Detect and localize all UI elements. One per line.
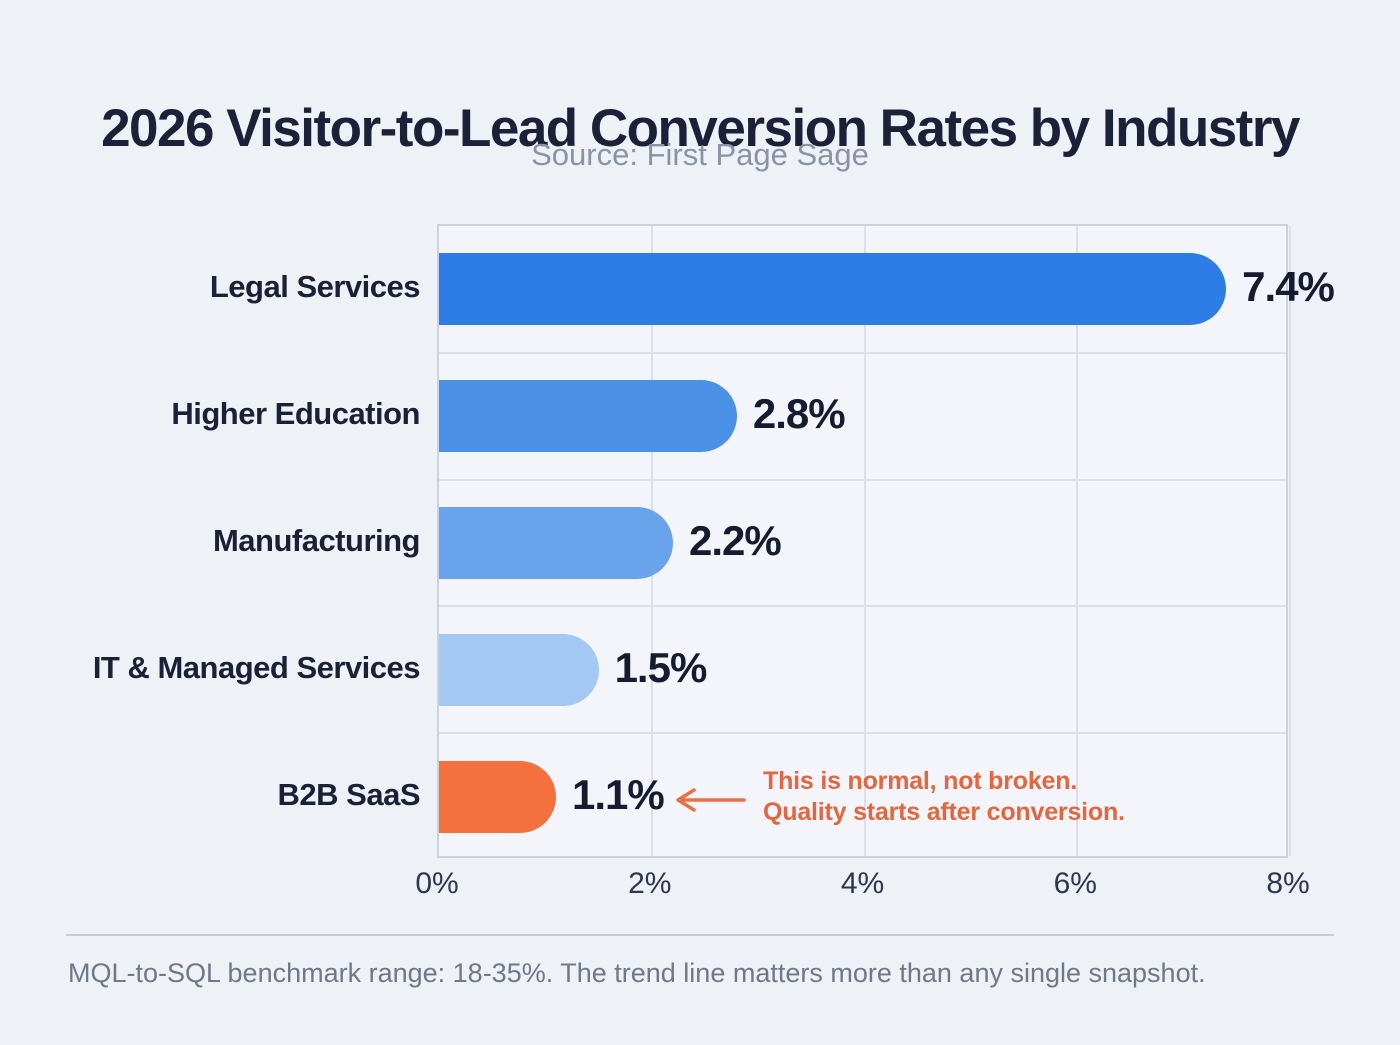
annotation-line-2: Quality starts after conversion.	[763, 798, 1125, 826]
bar-legal-services	[439, 253, 1227, 326]
horizontal-gridline	[439, 351, 1286, 354]
bar-manufacturing	[439, 507, 674, 579]
footer-divider	[66, 934, 1334, 936]
value-label: 2.8%	[752, 390, 846, 438]
vertical-gridline	[1076, 226, 1079, 856]
vertical-gridline	[863, 226, 866, 856]
benchmark-footnote: MQL-to-SQL benchmark range: 18-35%. The …	[68, 958, 1206, 988]
value-label: 1.1%	[572, 770, 665, 818]
arrow-left-icon	[676, 788, 746, 812]
x-axis-tick-label: 0%	[415, 867, 459, 900]
chart-source-subtitle: Source: First Page Sage	[531, 137, 869, 172]
category-label: Manufacturing	[212, 523, 421, 558]
category-label: IT & Managed Services	[92, 649, 421, 685]
bar-higher-education	[439, 380, 737, 453]
x-axis-tick-label: 2%	[628, 867, 672, 900]
chart-title: 2026 Visitor-to-Lead Conversion Rates by…	[101, 98, 1300, 158]
value-label: 1.5%	[614, 643, 708, 691]
horizontal-gridline	[439, 478, 1286, 481]
vertical-gridline	[1289, 226, 1291, 856]
horizontal-gridline	[439, 605, 1286, 608]
x-axis-tick-label: 4%	[840, 867, 885, 900]
x-axis-tick-label: 6%	[1053, 867, 1097, 900]
bar-b2b-saas	[439, 760, 556, 833]
category-label: Legal Services	[209, 269, 421, 305]
bar-it-managed-services	[439, 633, 599, 706]
plot-area	[437, 224, 1291, 858]
annotation-callout: This is normal, not broken. Quality star…	[763, 766, 1125, 828]
annotation-line-1: This is normal, not broken.	[763, 767, 1078, 795]
x-axis-tick-label: 8%	[1266, 867, 1310, 900]
category-label: Higher Education	[171, 396, 420, 432]
category-label: B2B SaaS	[277, 776, 421, 812]
value-label: 7.4%	[1242, 263, 1335, 311]
value-label: 2.2%	[689, 517, 782, 564]
horizontal-gridline	[439, 732, 1286, 735]
